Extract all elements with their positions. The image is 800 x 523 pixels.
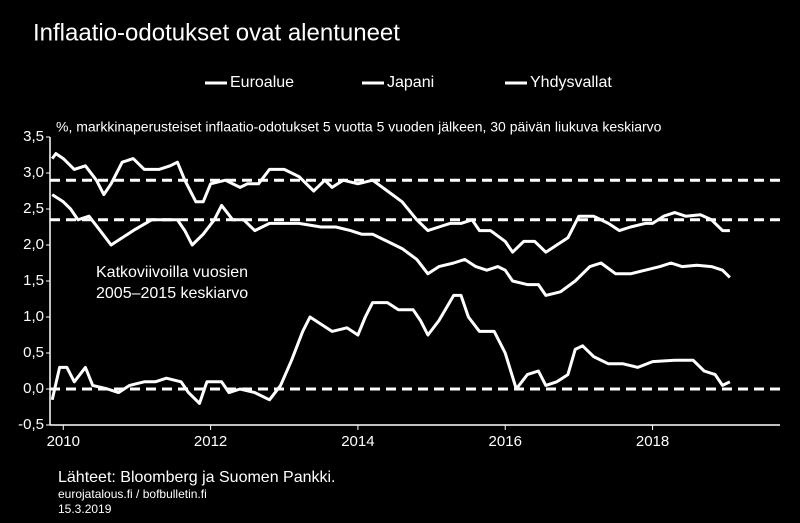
y-tick-label: 0,0 — [23, 380, 44, 397]
y-tick-label: 1,5 — [23, 272, 44, 289]
x-tick-label: 2016 — [489, 433, 522, 450]
y-tick-label: -0,5 — [18, 416, 44, 433]
site: eurojatalous.fi / bofbulletin.fi — [58, 487, 207, 501]
x-tick-label: 2014 — [341, 433, 374, 450]
series-line — [50, 293, 731, 405]
x-tick-label: 2010 — [47, 433, 80, 450]
source: Lähteet: Bloomberg ja Suomen Pankki. — [58, 469, 336, 486]
y-tick-label: 3,5 — [23, 128, 44, 145]
date: 15.3.2019 — [58, 502, 112, 516]
series-line — [50, 152, 730, 254]
annotation: 2005–2015 keskiarvo — [96, 285, 248, 302]
x-tick-label: 2012 — [194, 433, 227, 450]
legend-label: Yhdysvallat — [530, 74, 612, 91]
y-tick-label: 2,5 — [23, 200, 44, 217]
subtitle: %, markkinaperusteiset inflaatio-odotuks… — [56, 119, 662, 135]
annotation: Katkoviivoilla vuosien — [96, 264, 248, 281]
legend-label: Euroalue — [230, 74, 294, 91]
chart-title: Inflaatio-odotukset ovat alentuneet — [33, 19, 400, 46]
y-tick-label: 1,0 — [23, 308, 44, 325]
y-tick-label: 3,0 — [23, 164, 44, 181]
y-tick-label: 0,5 — [23, 344, 44, 361]
series-line — [51, 193, 731, 297]
legend-label: Japani — [387, 74, 434, 91]
x-tick-label: 2018 — [636, 433, 669, 450]
y-tick-label: 2,0 — [23, 236, 44, 253]
